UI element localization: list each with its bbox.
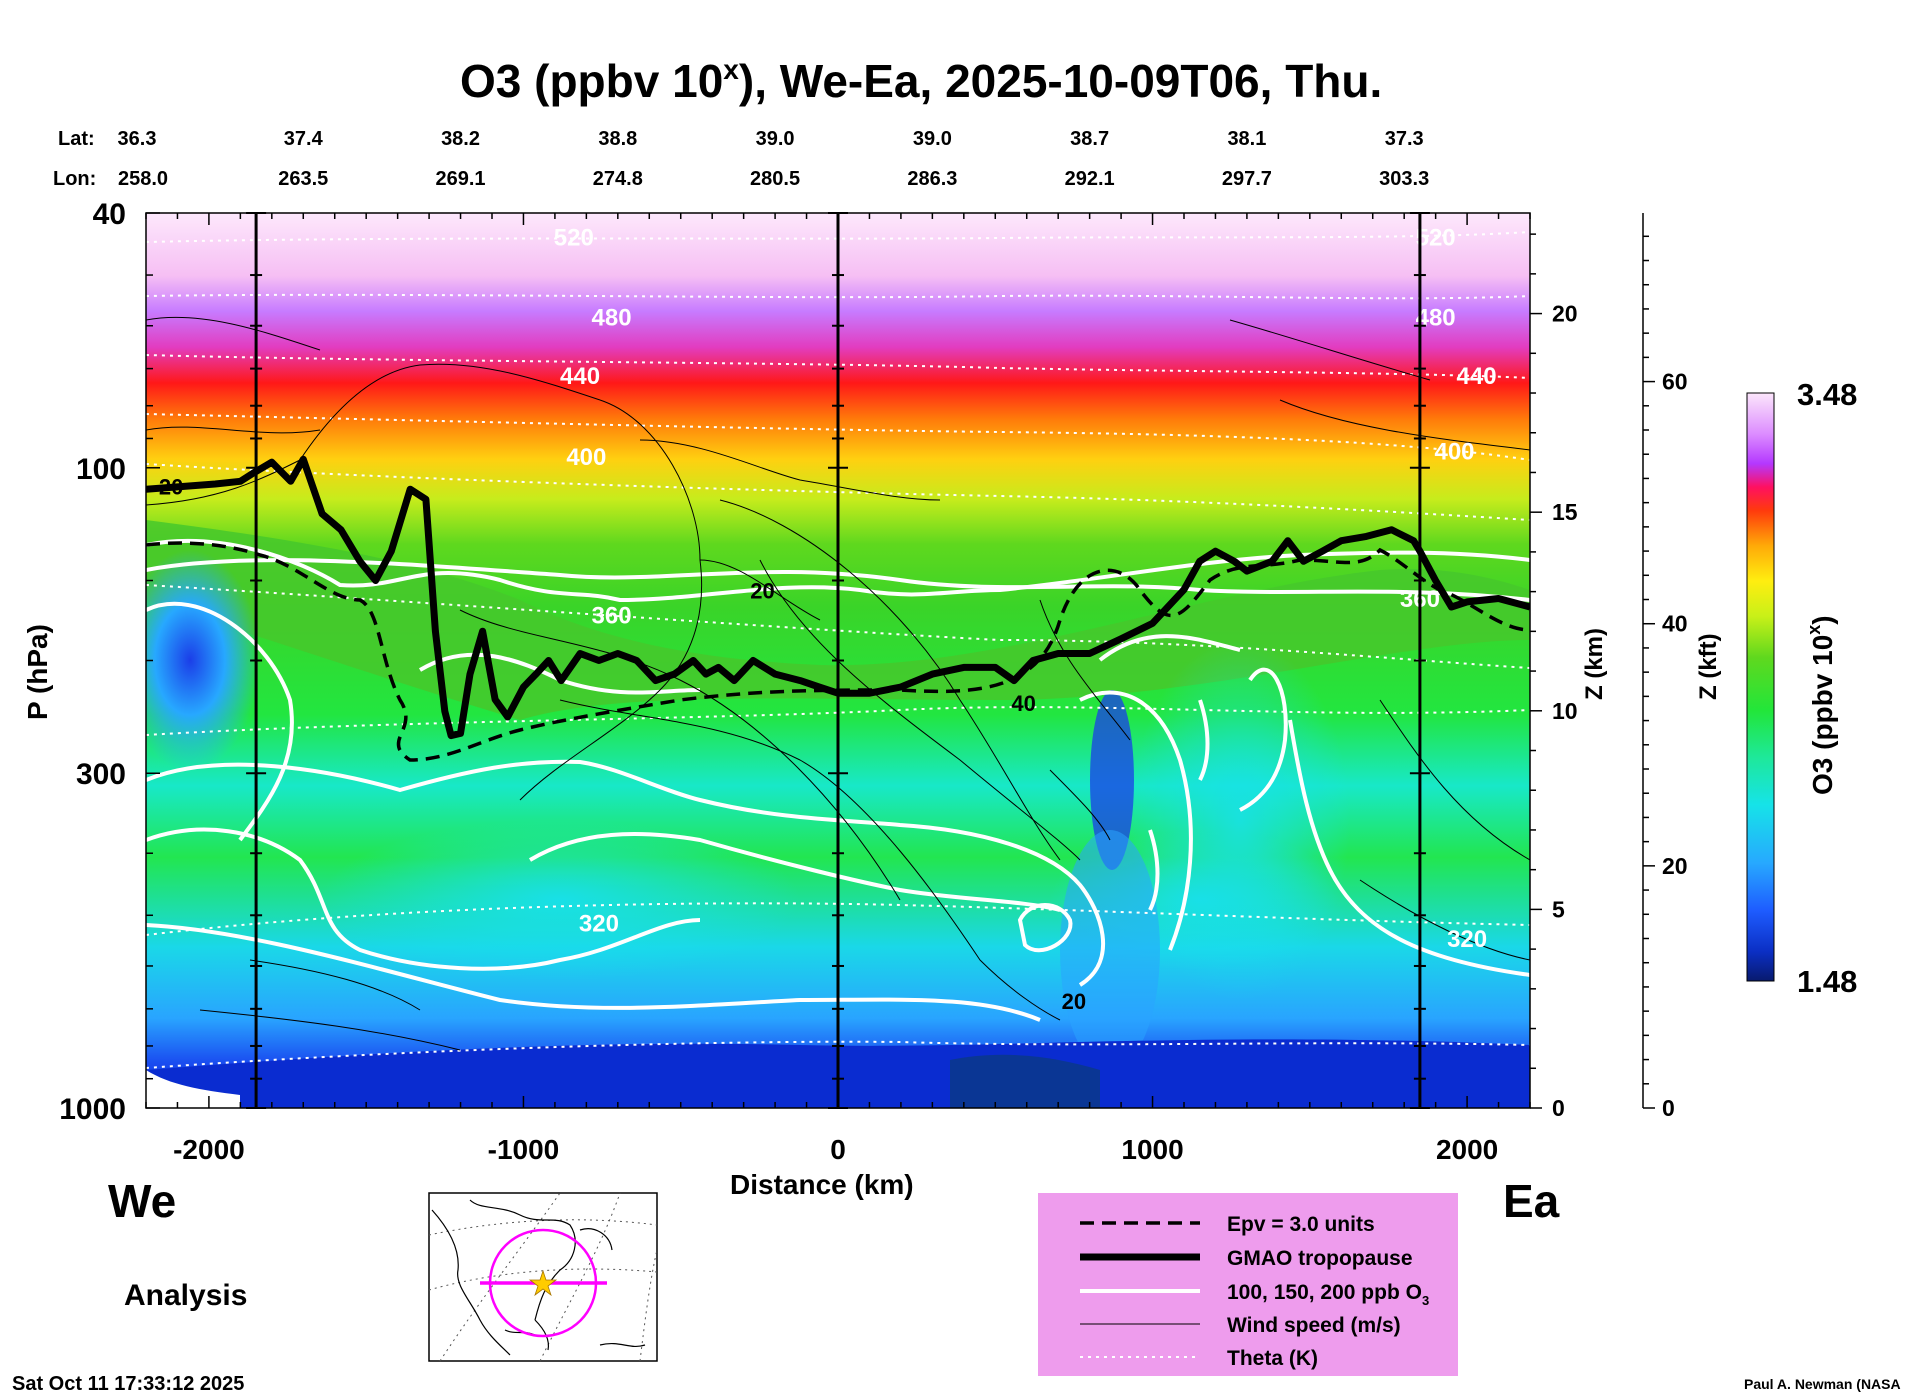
wind-speed-label: 20 xyxy=(159,474,183,499)
lat-value: 39.0 xyxy=(913,128,952,150)
location-star-icon xyxy=(528,1269,558,1297)
zkft-tick-label: 20 xyxy=(1662,853,1688,879)
theta-label: 400 xyxy=(566,444,606,471)
lon-value: 292.1 xyxy=(1065,168,1115,190)
x-axis: -2000 -1000 0 1000 2000 xyxy=(145,213,1531,1165)
theta-label: 480 xyxy=(1416,305,1456,332)
zkm-tick-label: 5 xyxy=(1552,896,1565,922)
lon-value: 258.0 xyxy=(118,168,168,190)
lat-lon-labels: 36.3 258.0 37.4 263.5 38.2 269.1 38.8 274.8 39.0… xyxy=(118,128,1430,190)
lat-value: 37.4 xyxy=(284,128,324,150)
wind-speed-label: 20 xyxy=(1062,989,1086,1014)
theta-label: 440 xyxy=(560,363,600,390)
lon-value: 269.1 xyxy=(436,168,486,190)
lat-value: 36.3 xyxy=(118,128,157,150)
legend-o3-contours: 100, 150, 200 ppb O3 xyxy=(1227,1281,1429,1308)
zkm-tick-label: 10 xyxy=(1552,698,1578,724)
colorbar-min-label: 1.48 xyxy=(1797,964,1857,999)
zkft-tick-label: 0 xyxy=(1662,1095,1675,1121)
zkm-tick-label: 0 xyxy=(1552,1095,1565,1121)
z-km-axis-label: Z (km) xyxy=(1581,628,1608,700)
colorbar-label: O3 (ppbv 10x) xyxy=(1804,615,1838,795)
theta-label: 480 xyxy=(592,305,632,332)
theta-label: 400 xyxy=(1434,438,1474,465)
z-kft-axis-label: Z (kft) xyxy=(1695,633,1722,700)
lon-value: 274.8 xyxy=(593,168,643,190)
lat-value: 38.7 xyxy=(1070,128,1109,150)
location-map xyxy=(428,1192,658,1362)
x-tick-label: 2000 xyxy=(1436,1134,1498,1165)
x-tick-label: 0 xyxy=(830,1134,846,1165)
zkm-tick-label: 15 xyxy=(1552,499,1578,525)
theta-label: 320 xyxy=(1447,926,1487,953)
lat-value: 38.2 xyxy=(441,128,480,150)
z-kft-axis: 0 20 40 60 xyxy=(1642,213,1688,1121)
zkft-tick-label: 40 xyxy=(1662,611,1688,637)
theta-label: 520 xyxy=(1416,225,1456,252)
legend-tropopause: GMAO tropopause xyxy=(1227,1247,1413,1270)
colorbar xyxy=(1746,392,1775,982)
p-tick-label: 300 xyxy=(76,758,126,791)
theta-label: 520 xyxy=(554,225,594,252)
colorbar-max-label: 3.48 xyxy=(1797,377,1857,412)
lon-value: 280.5 xyxy=(750,168,800,190)
wind-speed-label: 40 xyxy=(1011,691,1035,716)
lon-value: 263.5 xyxy=(278,168,328,190)
legend-epv: Epv = 3.0 units xyxy=(1227,1213,1375,1236)
legend-theta: Theta (K) xyxy=(1227,1347,1318,1370)
z-km-axis: 0 5 10 15 20 xyxy=(1530,233,1578,1121)
p-tick-label: 100 xyxy=(76,453,126,486)
we-label: We xyxy=(108,1175,176,1227)
timestamp: Sat Oct 11 17:33:12 2025 xyxy=(12,1373,244,1394)
theta-label: 360 xyxy=(592,602,632,629)
ea-label: Ea xyxy=(1503,1175,1560,1227)
x-tick-label: 1000 xyxy=(1121,1134,1183,1165)
lon-row-label: Lon: xyxy=(53,168,96,190)
lat-value: 38.8 xyxy=(598,128,637,150)
ozone-field xyxy=(146,213,1530,1108)
contour-lines xyxy=(146,231,1530,1069)
theta-label: 440 xyxy=(1457,363,1497,390)
lat-row-label: Lat: xyxy=(58,128,95,150)
lon-value: 303.3 xyxy=(1379,168,1429,190)
x-tick-label: -1000 xyxy=(488,1134,560,1165)
p-tick-label: 40 xyxy=(93,198,126,231)
theta-label: 320 xyxy=(579,910,619,937)
x-axis-label: Distance (km) xyxy=(730,1169,914,1200)
lat-value: 37.3 xyxy=(1385,128,1424,150)
wind-speed-label: 20 xyxy=(750,578,774,603)
lat-value: 38.1 xyxy=(1227,128,1266,150)
credit: Paul A. Newman (NASA xyxy=(1744,1376,1901,1392)
legend: Epv = 3.0 units GMAO tropopause 100, 150… xyxy=(1038,1193,1458,1376)
zkm-tick-label: 20 xyxy=(1552,301,1578,327)
lon-value: 297.7 xyxy=(1222,168,1272,190)
pressure-axis: 1000 300 100 40 xyxy=(59,198,160,1126)
y-axis-label: P (hPa) xyxy=(22,624,53,720)
zkft-tick-label: 60 xyxy=(1662,369,1688,395)
lat-value: 39.0 xyxy=(756,128,795,150)
chart-title: O3 (ppbv 10x), We-Ea, 2025-10-09T06, Thu… xyxy=(460,54,1382,107)
p-tick-label: 1000 xyxy=(59,1093,126,1126)
x-tick-label: -2000 xyxy=(173,1134,245,1165)
legend-wind-speed: Wind speed (m/s) xyxy=(1227,1314,1401,1337)
section-markers xyxy=(246,212,1430,1109)
lon-value: 286.3 xyxy=(907,168,957,190)
analysis-label: Analysis xyxy=(124,1279,247,1312)
